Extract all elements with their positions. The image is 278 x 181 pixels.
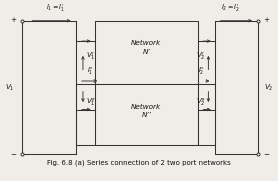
Text: $V_1^{\prime\prime}$: $V_1^{\prime\prime}$ [86, 97, 96, 109]
Text: $I_1^{\prime\prime}$: $I_1^{\prime\prime}$ [87, 65, 94, 77]
Text: $V_1'$: $V_1'$ [86, 51, 95, 63]
Text: $I_1 = I_1'$: $I_1 = I_1'$ [46, 3, 65, 14]
Text: $V_2^{\prime\prime}$: $V_2^{\prime\prime}$ [196, 97, 206, 109]
Text: Network
N’’: Network N’’ [131, 104, 162, 118]
Bar [76, 84, 95, 144]
Text: $I_2^{\prime\prime}$: $I_2^{\prime\prime}$ [198, 65, 204, 77]
Text: −: − [263, 152, 269, 158]
Text: $V_1$: $V_1$ [5, 82, 15, 93]
Bar [95, 21, 198, 84]
Text: $I_2 = I_2'$: $I_2 = I_2'$ [221, 3, 240, 14]
Text: +: + [10, 17, 16, 23]
Text: +: + [263, 17, 269, 23]
Text: −: − [10, 152, 16, 158]
Text: Network
N’: Network N’ [131, 40, 162, 55]
Text: $V_2'$: $V_2'$ [196, 51, 206, 63]
Bar [95, 84, 198, 144]
Text: Fig. 6.8 (a) Series connection of 2 two port networks: Fig. 6.8 (a) Series connection of 2 two … [47, 159, 231, 166]
Text: $V_2$: $V_2$ [264, 82, 274, 93]
Bar [198, 84, 215, 144]
